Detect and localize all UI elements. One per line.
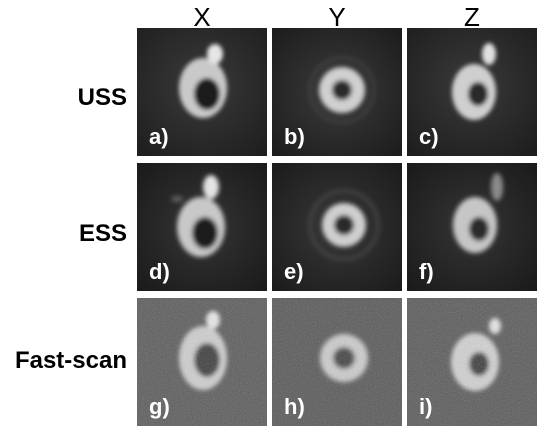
image-panel-ess-z: f) [407,163,537,291]
column-header-x: X [193,2,211,32]
panel-label-e: e) [284,259,304,284]
image-panel-uss-x: a) [137,28,267,156]
panel-label-a: a) [149,124,169,149]
image-panel-fast-scan-x: g) [137,298,267,426]
panel-label-c: c) [419,124,439,149]
column-header-z: Z [464,2,480,32]
panel-label-g: g) [149,394,170,419]
panel-label-f: f) [419,259,434,284]
panel-label-h: h) [284,394,305,419]
image-panel-uss-z: c) [407,28,537,156]
panel-label-i: i) [419,394,433,419]
row-label-uss: USS [77,84,127,111]
image-panel-fast-scan-z: i) [407,298,537,426]
image-panel-ess-x: d) [137,163,267,291]
row-label-ess: ESS [78,220,127,247]
panel-label-b: b) [284,124,305,149]
column-header-y: Y [328,2,346,32]
image-panel-ess-y: e) [272,163,402,291]
image-panel-uss-y: b) [272,28,402,156]
image-panel-fast-scan-y: h) [272,298,402,426]
row-label-fast-scan: Fast-scan [14,347,127,374]
panel-label-d: d) [149,259,170,284]
